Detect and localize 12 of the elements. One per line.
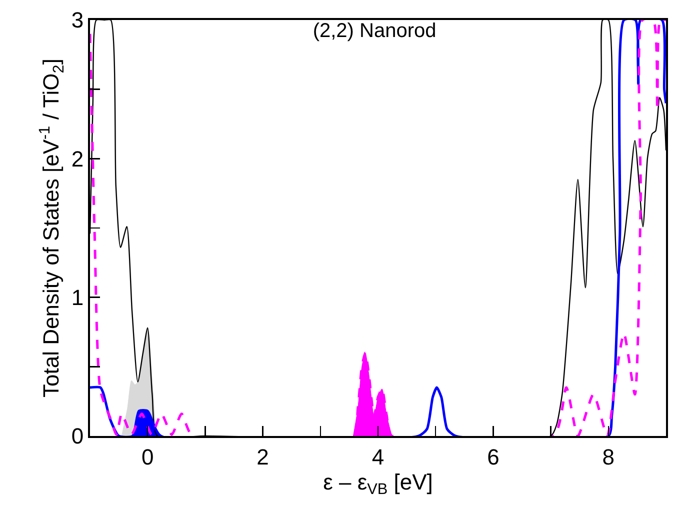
x-axis-title: ε – ε$_{VB}$ [eV] [323,469,433,498]
x-tick-label: 2 [256,444,269,470]
y-tick-label: 0 [71,424,84,449]
x-tick-label: 8 [602,444,615,470]
y-tick-label: 2 [71,146,84,172]
x-tick-label: 0 [141,444,154,470]
y-tick-label: 3 [71,8,84,33]
y-tick-label: 1 [71,285,84,310]
x-tick-label: 4 [372,444,384,470]
x-tick-label: 6 [487,444,500,470]
line-series [90,20,666,436]
chart-title: (2,2) Nanorod [312,20,436,42]
